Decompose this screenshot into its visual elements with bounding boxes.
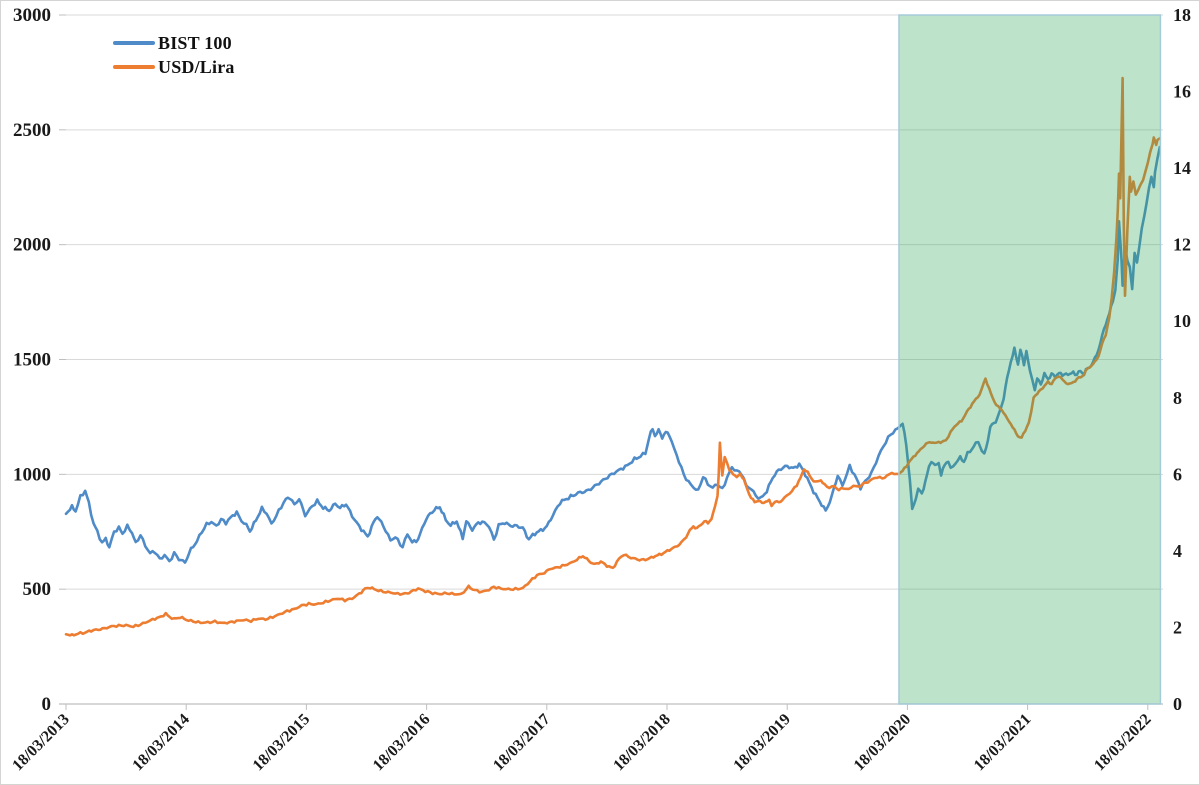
- y-left-tick-label: 500: [23, 579, 52, 600]
- legend-label-usdlira: USD/Lira: [158, 56, 235, 77]
- y-left-tick-label: 2500: [13, 120, 51, 141]
- series-line-bist100: [64, 145, 1162, 564]
- x-tick-label: 18/03/2013: [9, 711, 73, 775]
- y-left-tick-label: 0: [42, 694, 52, 715]
- legend-item-usdlira: USD/Lira: [113, 55, 235, 79]
- x-tick-label: 18/03/2014: [129, 711, 193, 775]
- legend: BIST 100 USD/Lira: [113, 31, 235, 79]
- series-line-usdlira: [64, 76, 1162, 637]
- y-right-tick-label: 0: [1173, 694, 1182, 714]
- usdlira-line-swatch-icon: [113, 65, 155, 69]
- highlight-region: [898, 14, 1162, 705]
- y-left-tick-label: 2000: [13, 235, 51, 256]
- legend-label-bist100: BIST 100: [158, 32, 232, 53]
- x-tick-label: 18/03/2016: [370, 711, 434, 775]
- x-tick-label: 18/03/2020: [851, 711, 915, 775]
- y-right-tick-label: 2: [1173, 617, 1182, 637]
- x-tick-label: 18/03/2019: [730, 711, 794, 775]
- legend-item-bist100: BIST 100: [113, 31, 235, 55]
- bist100-line-swatch-icon: [113, 41, 155, 45]
- y-right-tick-label: 8: [1173, 388, 1182, 408]
- y-right-tick-label: 4: [1173, 541, 1182, 561]
- x-tick-label: 18/03/2015: [250, 711, 314, 775]
- y-right-tick-label: 16: [1173, 82, 1191, 102]
- y-left-tick-label: 3000: [13, 5, 51, 26]
- y-right-tick-label: 10: [1173, 311, 1191, 331]
- y-left-tick-label: 1500: [13, 350, 51, 371]
- y-right-tick-label: 14: [1173, 158, 1191, 178]
- x-tick-label: 18/03/2018: [610, 711, 674, 775]
- x-tick-label: 18/03/2022: [1091, 711, 1155, 775]
- x-tick-label: 18/03/2017: [490, 711, 554, 775]
- y-right-tick-label: 6: [1173, 464, 1182, 484]
- x-tick-label: 18/03/2021: [971, 711, 1035, 775]
- y-right-tick-label: 18: [1173, 5, 1191, 25]
- y-right-tick-label: 12: [1173, 235, 1191, 255]
- y-left-tick-label: 1000: [13, 464, 51, 485]
